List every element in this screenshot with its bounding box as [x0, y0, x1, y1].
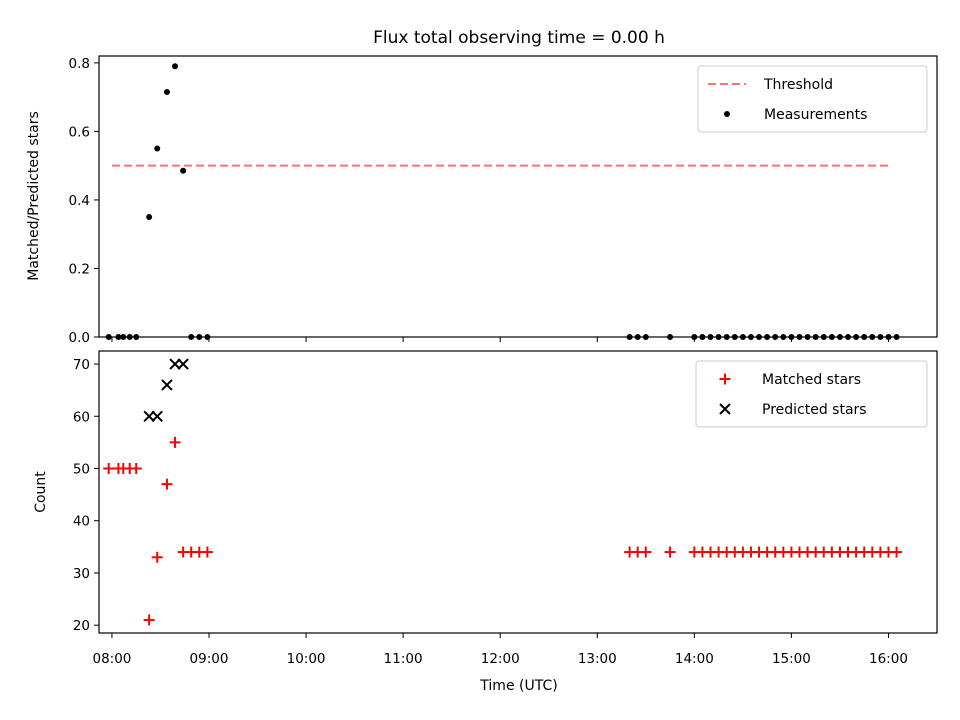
bottom-axes-frame: [98, 350, 938, 634]
matched-star-point: [103, 463, 115, 474]
measurement-point: [146, 214, 153, 221]
bottom-y-tick-label: 50: [73, 462, 90, 478]
matched-star-point: [640, 546, 652, 558]
legend-label: Predicted stars: [762, 402, 867, 418]
x-axis-label: Time (UTC): [479, 678, 557, 694]
predicted-star-point-b: [143, 410, 155, 422]
legend-predicted-swatch: [719, 403, 731, 415]
top-axes-frame: [98, 55, 938, 338]
x-tick-label: 09:00: [190, 651, 229, 667]
x-tick-label: 14:00: [675, 651, 714, 667]
top-axes: 0.0 0.2 0.4 0.6 0.8 Threshold Measurements: [69, 55, 938, 346]
predicted-star-point-b: [151, 410, 163, 422]
predicted-star-point-b: [169, 358, 181, 370]
matched-star-point: [664, 546, 676, 558]
predicted-star-point: [151, 410, 163, 422]
matched-star-point: [143, 614, 155, 626]
top-y-tick-label: 0.0: [69, 330, 90, 346]
x-tick-label: 12:00: [481, 651, 520, 667]
predicted-star-point: [177, 358, 189, 370]
measurement-point: [180, 167, 187, 174]
legend-label: Matched stars: [762, 372, 861, 388]
legend-measurements-swatch: [724, 111, 730, 117]
bottom-legend-box: [695, 360, 928, 428]
top-y-tick-label: 0.4: [69, 193, 90, 209]
top-legend-box: [697, 65, 928, 133]
top-y-tick-label: 0.2: [69, 261, 90, 277]
measurement-point: [172, 63, 179, 70]
bottom-axes: 20 30 40 50 60 70 08:00 09:00 10:00 11:00 12:00 13:…: [73, 350, 938, 667]
matched-star-point: [169, 436, 181, 448]
x-tick-label: 16:00: [869, 651, 908, 667]
bottom-y-tick-label: 40: [73, 514, 90, 530]
measurement-point: [163, 88, 170, 95]
x-tick-label: 11:00: [384, 651, 423, 667]
predicted-star-point: [169, 358, 181, 370]
bottom-y-axis-label: Count: [33, 471, 49, 513]
bottom-y-tick-label: 60: [73, 409, 90, 425]
predicted-star-point: [161, 379, 173, 391]
top-y-tick-label: 0.8: [69, 56, 90, 72]
top-y-tick-label: 0.6: [69, 124, 90, 140]
bottom-y-tick-label: 20: [73, 618, 90, 634]
legend-predicted-swatch-b: [719, 403, 731, 415]
predicted-star-point: [143, 410, 155, 422]
predicted-star-point-b: [161, 379, 173, 391]
x-tick-label: 10:00: [287, 651, 326, 667]
bottom-y-tick-label: 70: [73, 357, 90, 373]
chart-title: Flux total observing time = 0.00 h: [373, 28, 665, 48]
matched-star-point: [161, 478, 173, 490]
predicted-star-point-b: [177, 358, 189, 370]
matched-star-point: [130, 463, 142, 474]
legend-matched-swatch: [719, 373, 731, 385]
matched-star-point: [151, 551, 163, 563]
legend-label: Threshold: [763, 77, 833, 93]
matched-star-point: [201, 546, 213, 558]
measurement-point: [154, 145, 161, 152]
x-tick-label: 08:00: [92, 651, 131, 667]
top-legend: Threshold Measurements: [697, 65, 928, 133]
top-y-axis-label: Matched/Predicted stars: [26, 111, 42, 281]
bottom-y-tick-label: 30: [73, 566, 90, 582]
bottom-legend: Matched stars Predicted stars: [695, 360, 928, 428]
x-tick-label: 13:00: [578, 651, 617, 667]
legend-label: Measurements: [764, 107, 867, 123]
x-tick-label: 15:00: [772, 651, 811, 667]
matched-star-point: [891, 546, 903, 558]
